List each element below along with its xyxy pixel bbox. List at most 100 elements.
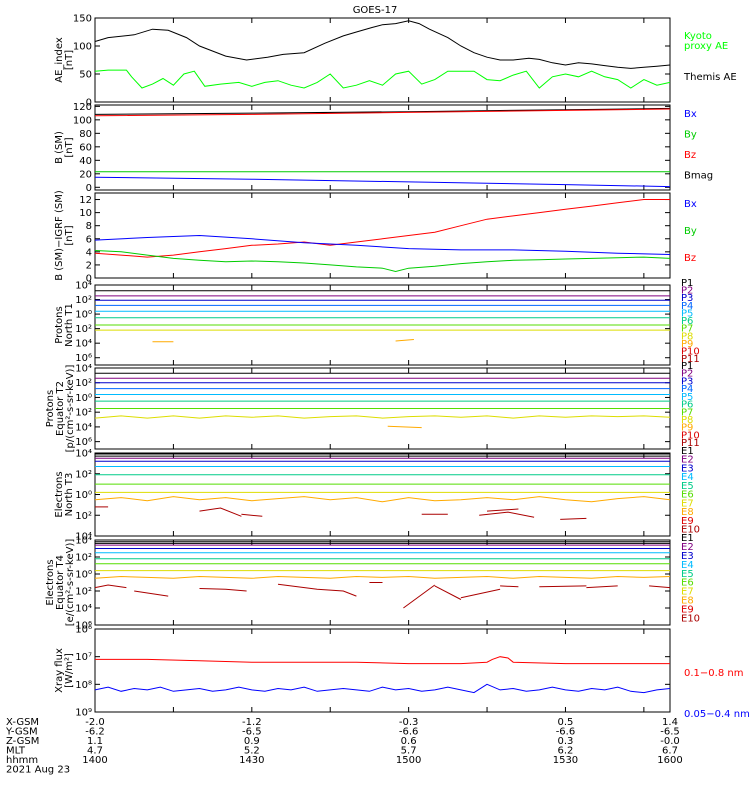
y-axis-label: Protons — [45, 390, 56, 427]
x-row-name: X-GSM — [6, 717, 39, 728]
y-tick-label: 100 — [73, 115, 92, 126]
series-line-bsm — [94, 108, 671, 117]
y-axis-label: [e/(cm²-s-sr-keV)] — [65, 539, 76, 627]
x-row-name: MLT — [6, 746, 26, 757]
legend-entry: Bz — [684, 150, 696, 161]
y-tick-label: 10⁰ — [75, 393, 92, 404]
legend-entry: 0.05−0.4 nm — [684, 709, 750, 720]
x-row-name: Y-GSM — [5, 727, 38, 738]
legend-entry: P1 — [681, 361, 693, 372]
x-row-value: -0.0 — [660, 736, 680, 747]
y-axis-label: Equator T2 — [55, 381, 66, 436]
x-row-value: 5.2 — [244, 746, 260, 757]
y-tick-label: 10² — [75, 324, 92, 335]
series-line-bigrf — [94, 234, 671, 255]
legend-entry: P4 — [681, 384, 693, 395]
x-row-value: 1.1 — [87, 736, 103, 747]
x-row-value: 1600 — [657, 755, 682, 766]
y-tick-label: 10⁶ — [75, 625, 92, 636]
series-line-ee — [134, 590, 169, 597]
y-tick-label: 10⁴ — [75, 422, 92, 433]
legend-entry: P3 — [681, 376, 693, 387]
legend-entry: E1 — [681, 446, 694, 457]
legend-entry: Bx — [684, 109, 697, 120]
legend-entry: E3 — [681, 463, 694, 474]
legend-entry: E9 — [681, 605, 694, 616]
y-tick-label: 10⁷ — [75, 652, 92, 663]
y-tick-label: 20 — [79, 169, 92, 180]
legend-entry: P1 — [681, 278, 693, 289]
y-tick-label: 2 — [86, 260, 92, 271]
legend-entry: Kyoto — [684, 31, 712, 42]
y-axis-label: B (SM)−IGRF (SM) — [54, 190, 65, 281]
y-tick-label: 10⁴ — [75, 364, 92, 375]
y-axis-label: [nT] — [64, 137, 75, 157]
y-tick-label: 10² — [75, 587, 92, 598]
series-line-en — [486, 508, 519, 512]
series-line-ee — [539, 585, 587, 588]
legend-entry: P4 — [681, 301, 693, 312]
series-line-ee — [586, 585, 618, 589]
y-tick-label: 150 — [73, 14, 92, 25]
y-tick-label: 10⁰ — [75, 310, 92, 321]
series-line-xray — [95, 656, 670, 665]
panel-frame-xray — [94, 628, 671, 713]
series-line-xray — [94, 683, 671, 694]
x-row-name: Z-GSM — [6, 736, 39, 747]
series-line-ee — [403, 584, 436, 609]
x-row-value: -6.5 — [660, 727, 680, 738]
x-row-value: 1.4 — [662, 717, 678, 728]
series-line-bsm — [94, 107, 671, 115]
series-line-ee — [277, 583, 357, 597]
legend-entry: P8 — [681, 331, 693, 342]
x-row-value: -0.3 — [399, 717, 419, 728]
panel-frame-bsm — [94, 104, 671, 191]
x-row-value: 6.7 — [662, 746, 678, 757]
x-row-value: -6.2 — [85, 727, 105, 738]
series-line-ae — [94, 69, 671, 89]
legend-entry: P11 — [681, 438, 700, 449]
legend-entry: P2 — [681, 286, 693, 297]
series-line-ee — [649, 585, 671, 589]
x-row-value: 6.2 — [558, 746, 574, 757]
legend-entry: P9 — [681, 423, 693, 434]
y-tick-label: 100 — [73, 42, 92, 53]
y-axis-label: Xray flux — [54, 648, 65, 693]
legend-entry: E4 — [681, 560, 694, 571]
legend-entry: E2 — [681, 455, 694, 466]
legend-entry: proxy AE — [684, 41, 728, 52]
plot-title: GOES-17 — [353, 5, 398, 16]
y-tick-label: 10⁰ — [75, 570, 92, 581]
series-line-ee — [199, 588, 247, 592]
series-line-en — [560, 517, 587, 520]
legend-entry: E9 — [681, 516, 694, 527]
y-tick-label: 10² — [75, 511, 92, 522]
x-row-name: hhmm — [6, 755, 38, 766]
legend-entry: E7 — [681, 498, 694, 509]
legend-entry: E5 — [681, 481, 694, 492]
legend-entry: E3 — [681, 551, 694, 562]
legend-entry: P2 — [681, 369, 693, 380]
legend-entry: By — [684, 226, 697, 237]
y-tick-label: 10⁴ — [75, 449, 92, 460]
y-axis-label: North T3 — [64, 473, 75, 517]
series-line-ee — [500, 585, 519, 588]
legend-entry: E6 — [681, 490, 694, 501]
y-tick-label: 50 — [79, 70, 92, 81]
legend-entry: Bz — [684, 253, 696, 264]
y-tick-label: 40 — [79, 156, 92, 167]
y-tick-label: 10⁶ — [75, 621, 92, 632]
y-tick-label: 0 — [86, 183, 92, 194]
y-tick-label: 8 — [86, 221, 92, 232]
legend-entry: 0.1−0.8 nm — [684, 668, 743, 679]
y-axis-label: North T1 — [64, 303, 75, 347]
y-tick-label: 10² — [75, 553, 92, 564]
legend-entry: P11 — [681, 354, 700, 365]
y-tick-label: 0 — [86, 98, 92, 109]
series-line-ee — [94, 575, 671, 579]
y-tick-label: 10⁶ — [75, 353, 92, 364]
legend-entry: P6 — [681, 400, 693, 411]
x-row-value: -6.6 — [399, 727, 419, 738]
y-axis-label: [nT] — [64, 50, 75, 70]
x-row-value: 0.9 — [244, 736, 260, 747]
